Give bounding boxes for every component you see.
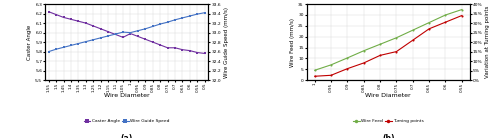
Legend: Wire Feed, Turning points: Wire Feed, Turning points: [351, 117, 426, 125]
Y-axis label: Wire Feed (mm/s): Wire Feed (mm/s): [290, 18, 296, 67]
Text: (b): (b): [382, 134, 394, 138]
X-axis label: Wire Diameter: Wire Diameter: [104, 93, 150, 98]
X-axis label: Wire Diameter: Wire Diameter: [366, 93, 411, 98]
Y-axis label: Variation at Turning points: Variation at Turning points: [486, 6, 490, 78]
Y-axis label: Wire Guide Speed (mm/s): Wire Guide Speed (mm/s): [224, 7, 228, 78]
Y-axis label: Caster Angle: Caster Angle: [28, 24, 32, 60]
Text: (a): (a): [120, 134, 133, 138]
Legend: Caster Angle, Wire Guide Speed: Caster Angle, Wire Guide Speed: [82, 117, 172, 125]
